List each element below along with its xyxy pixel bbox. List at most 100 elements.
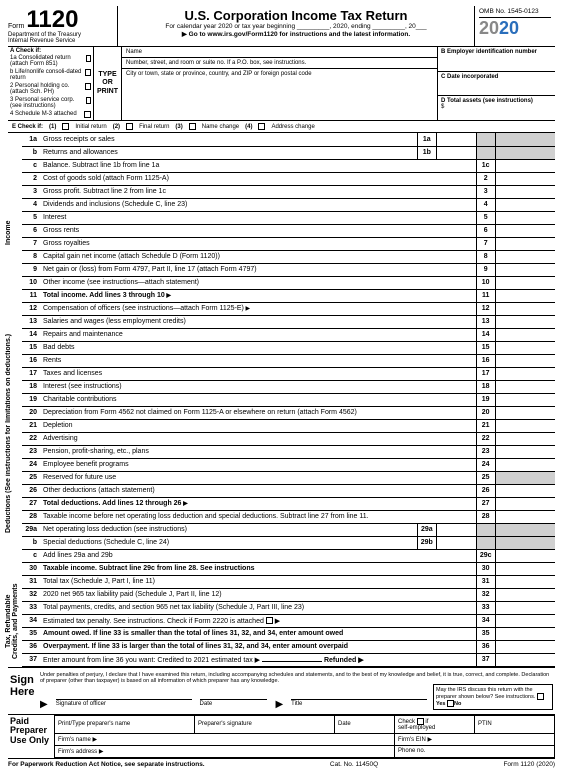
- amt-23[interactable]: [495, 445, 555, 458]
- irs-discuss-box: May the IRS discuss this return with the…: [433, 684, 553, 710]
- l2: Cost of goods sold (attach Form 1125-A): [40, 172, 476, 185]
- amt-13[interactable]: [495, 315, 555, 328]
- amt-10[interactable]: [495, 276, 555, 289]
- amt-29c[interactable]: [495, 549, 555, 562]
- amt-8[interactable]: [495, 250, 555, 263]
- l1a: Gross receipts or sales: [40, 133, 417, 146]
- amt-37[interactable]: [495, 653, 555, 666]
- amt-4[interactable]: [495, 198, 555, 211]
- prep-date[interactable]: Date: [335, 715, 395, 733]
- amt-21[interactable]: [495, 419, 555, 432]
- amt-28[interactable]: [495, 510, 555, 523]
- d-dollar: $: [441, 104, 552, 110]
- street-field[interactable]: Number, street, and room or suite no. If…: [122, 58, 437, 69]
- perjury-text: Under penalties of perjury, I declare th…: [40, 672, 553, 684]
- amt-3[interactable]: [495, 185, 555, 198]
- e3: (3): [175, 124, 182, 130]
- checkbox-34[interactable]: [266, 617, 273, 624]
- a1b: b Life/nonlife consoli-dated return: [10, 69, 85, 81]
- amt-31[interactable]: [495, 575, 555, 588]
- amt-27[interactable]: [495, 497, 555, 510]
- prep-name[interactable]: Print/Type preparer's name: [55, 715, 195, 733]
- irsq: May the IRS discuss this return with the…: [436, 687, 535, 700]
- amt-22[interactable]: [495, 432, 555, 445]
- firm-ein[interactable]: Firm's EIN ▶: [395, 733, 555, 745]
- amt-16[interactable]: [495, 354, 555, 367]
- amt-6[interactable]: [495, 224, 555, 237]
- firm-name[interactable]: Firm's name ▶: [55, 733, 395, 745]
- amt-34[interactable]: [495, 614, 555, 627]
- amt-18[interactable]: [495, 380, 555, 393]
- amt-14[interactable]: [495, 328, 555, 341]
- l6: Gross rents: [40, 224, 476, 237]
- checkbox-a4[interactable]: [84, 111, 91, 118]
- amt-12[interactable]: [495, 302, 555, 315]
- l18: Interest (see instructions): [40, 380, 476, 393]
- l14: Repairs and maintenance: [40, 328, 476, 341]
- amt-2[interactable]: [495, 172, 555, 185]
- amt-35[interactable]: [495, 627, 555, 640]
- a4: 4 Schedule M-3 attached: [10, 111, 77, 118]
- amt-15[interactable]: [495, 341, 555, 354]
- col-bcd: B Employer identification number C Date …: [437, 47, 555, 120]
- cat-no: Cat. No. 11450Q: [330, 761, 378, 768]
- amt-24[interactable]: [495, 458, 555, 471]
- checkbox-a1a[interactable]: [86, 55, 91, 62]
- e1l: Initial return: [75, 124, 106, 130]
- amt-17[interactable]: [495, 367, 555, 380]
- amt-33[interactable]: [495, 601, 555, 614]
- sig-date[interactable]: Date: [200, 699, 268, 710]
- checkbox-e3[interactable]: [189, 123, 196, 130]
- e2l: Final return: [139, 124, 169, 130]
- prep-sig[interactable]: Preparer's signature: [195, 715, 335, 733]
- checkbox-a2[interactable]: [85, 83, 91, 90]
- l29c: Add lines 29a and 29b: [40, 549, 476, 562]
- sig-title[interactable]: Title: [291, 699, 427, 710]
- useonly-label: Use Only: [10, 736, 52, 746]
- l8: Capital gain net income (attach Schedule…: [40, 250, 476, 263]
- sig-officer[interactable]: Signature of officer: [56, 699, 192, 710]
- e3l: Name change: [202, 124, 239, 130]
- checkbox-no[interactable]: [447, 700, 454, 707]
- amt-9[interactable]: [495, 263, 555, 276]
- amt-29a[interactable]: [436, 523, 476, 536]
- l31: Total tax (Schedule J, Part I, line 11): [40, 575, 476, 588]
- checkbox-e2[interactable]: [126, 123, 133, 130]
- l1b: Returns and allowances: [40, 146, 417, 159]
- goto-link: ▶ Go to www.irs.gov/Form1120 for instruc…: [122, 30, 470, 38]
- checkbox-e4[interactable]: [258, 123, 265, 130]
- amt-1b[interactable]: [436, 146, 476, 159]
- sign-label1: Sign: [10, 674, 36, 686]
- amt-1c[interactable]: [495, 159, 555, 172]
- checkbox-e1[interactable]: [62, 123, 69, 130]
- amt-5[interactable]: [495, 211, 555, 224]
- amt-19[interactable]: [495, 393, 555, 406]
- print-label: PRINT: [97, 88, 118, 96]
- checkbox-a1b[interactable]: [85, 69, 91, 76]
- amt-29b[interactable]: [436, 536, 476, 549]
- address-block: Name Number, street, and room or suite n…: [122, 47, 437, 120]
- city-field[interactable]: City or town, state or province, country…: [122, 69, 437, 79]
- l34: Estimated tax penalty. See instructions.…: [43, 618, 264, 625]
- type-or-print: TYPE OR PRINT: [94, 47, 122, 120]
- amt-1a[interactable]: [436, 133, 476, 146]
- checkbox-yes[interactable]: [537, 693, 544, 700]
- checkbox-a3[interactable]: [86, 97, 91, 104]
- amt-20[interactable]: [495, 406, 555, 419]
- amt-26[interactable]: [495, 484, 555, 497]
- calendar-year: For calendar year 2020 or tax year begin…: [122, 23, 470, 30]
- firm-addr[interactable]: Firm's address ▶: [55, 745, 395, 757]
- amt-36[interactable]: [495, 640, 555, 653]
- form-number: 1120: [26, 8, 78, 32]
- section-income: Income: [5, 203, 12, 263]
- checkbox-self[interactable]: [417, 718, 424, 725]
- preparer-block: Paid Preparer Use Only Print/Type prepar…: [8, 715, 555, 759]
- amt-30[interactable]: [495, 562, 555, 575]
- amt-11[interactable]: [495, 289, 555, 302]
- prep-ptin[interactable]: PTIN: [475, 715, 555, 733]
- amt-7[interactable]: [495, 237, 555, 250]
- firm-phone[interactable]: Phone no.: [395, 745, 555, 757]
- l5: Interest: [40, 211, 476, 224]
- amt-32[interactable]: [495, 588, 555, 601]
- name-field[interactable]: Name: [122, 47, 437, 58]
